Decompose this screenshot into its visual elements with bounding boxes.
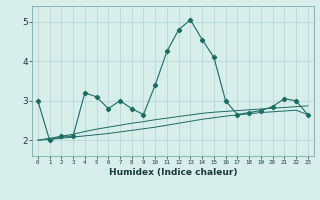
X-axis label: Humidex (Indice chaleur): Humidex (Indice chaleur) — [108, 168, 237, 177]
